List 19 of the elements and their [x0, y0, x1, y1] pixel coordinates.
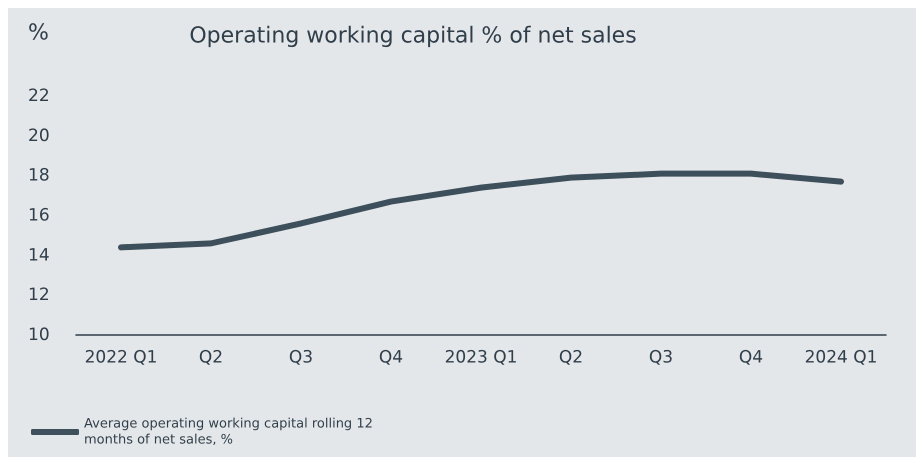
y-tick-label: 14	[28, 245, 50, 266]
x-tick-label: 2024 Q1	[804, 348, 878, 368]
y-tick-label: 16	[28, 206, 50, 226]
x-tick-label: Q4	[738, 348, 764, 368]
y-tick-label: 10	[28, 325, 50, 345]
y-tick-label: 22	[28, 86, 50, 106]
x-tick-label: Q3	[288, 348, 314, 368]
x-tick-label: 2023 Q1	[444, 348, 518, 368]
x-tick-label: Q4	[378, 348, 404, 368]
y-tick-label: 18	[28, 166, 50, 186]
x-tick-label: Q3	[648, 348, 674, 368]
x-tick-label: 2022 Q1	[84, 348, 158, 368]
legend-label: Average operating working capital rolling 12 months of net sales, %	[84, 416, 377, 448]
y-tick-label: 20	[28, 126, 50, 146]
chart-title: Operating working capital % of net sales	[189, 24, 637, 48]
y-tick-label: 12	[28, 285, 50, 306]
x-tick-label: Q2	[198, 348, 224, 368]
y-axis-title: %	[28, 20, 49, 46]
x-tick-label: Q2	[558, 348, 584, 368]
